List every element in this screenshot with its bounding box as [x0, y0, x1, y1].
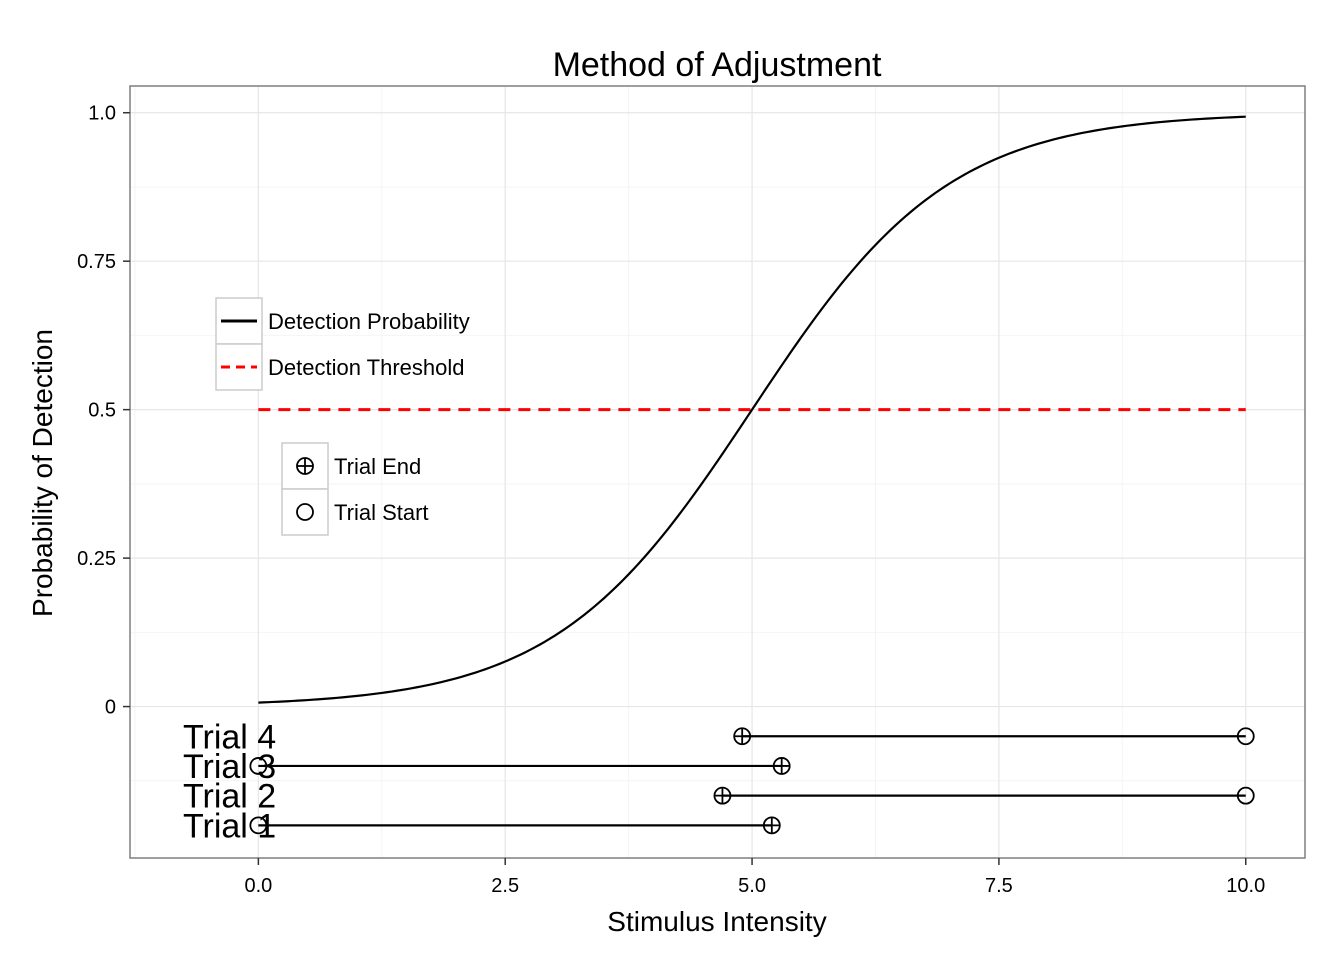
trial-label: Trial 2 [183, 778, 276, 816]
trial-start-point [249, 757, 268, 775]
trial-label: Trial 3 [183, 748, 276, 786]
data-layer [258, 115, 1246, 704]
panel-border [129, 85, 1306, 859]
y-tick-label: 1.0 [88, 103, 116, 125]
trial-start-point [249, 816, 268, 835]
x-tick-label: 10.0 [1226, 875, 1265, 897]
legend-point-label: Trial Start [334, 500, 429, 525]
trial-label: Trial 1 [183, 807, 276, 845]
x-tick-label: 0.0 [244, 875, 272, 897]
legends: Detection Probability Detection Threshold… [215, 297, 470, 536]
x-tick-label: 2.5 [491, 875, 519, 897]
trial-end-point [733, 727, 752, 746]
legend-line-label: Detection Threshold [268, 355, 465, 380]
y-tick-label: 0.25 [77, 548, 116, 570]
point-legend: Trial End Trial Start [281, 442, 429, 536]
trial-end-point [772, 757, 791, 775]
line-legend: Detection Probability Detection Threshold [215, 297, 470, 391]
y-axis-title: Probability of Detection [27, 329, 58, 617]
axis-ticks: 0.0 2.5 5.0 7.5 10.0 0 0.25 0.5 0.75 1.0 [77, 103, 1265, 897]
x-tick-label: 5.0 [738, 875, 766, 897]
x-axis-title: Stimulus Intensity [607, 906, 826, 937]
legend-line-label: Detection Probability [268, 309, 470, 334]
y-tick-label: 0 [105, 697, 116, 719]
trial-end-point [762, 816, 781, 835]
legend-point-label: Trial End [334, 454, 421, 479]
detection-probability-curve [258, 115, 1246, 704]
y-tick-label: 0.75 [77, 251, 116, 273]
x-tick-label: 7.5 [985, 875, 1013, 897]
trial-start-point [1236, 727, 1255, 746]
plot-title: Method of Adjustment [553, 46, 882, 84]
legend-key-box [281, 488, 329, 536]
legend-point-key [296, 503, 314, 521]
trial-start-point [1236, 786, 1255, 805]
trial-end-point [713, 786, 732, 805]
y-tick-label: 0.5 [88, 400, 116, 422]
legend-point-key [296, 457, 314, 475]
trial-label: Trial 4 [183, 718, 276, 756]
